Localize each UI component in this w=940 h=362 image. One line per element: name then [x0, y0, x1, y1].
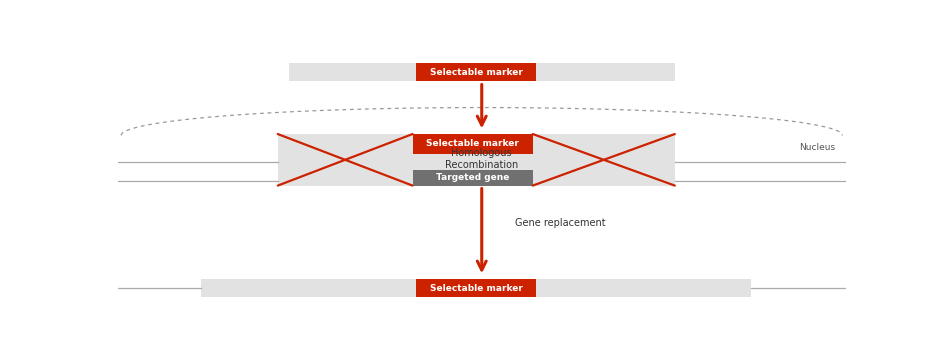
Bar [201, 279, 751, 297]
Bar [416, 279, 537, 297]
Text: Homologous: Homologous [451, 148, 512, 158]
Bar [278, 134, 675, 186]
Bar [413, 134, 533, 153]
Text: Nucleus: Nucleus [799, 143, 835, 152]
Bar [416, 63, 537, 81]
Text: Selectable marker: Selectable marker [426, 139, 519, 148]
Text: Targeted gene: Targeted gene [436, 173, 509, 182]
Text: Recombination: Recombination [446, 160, 518, 171]
Text: Selectable marker: Selectable marker [430, 283, 523, 292]
Text: Selectable marker: Selectable marker [430, 67, 523, 76]
Bar [413, 170, 533, 186]
Bar [289, 63, 675, 81]
Text: Gene replacement: Gene replacement [514, 218, 605, 228]
